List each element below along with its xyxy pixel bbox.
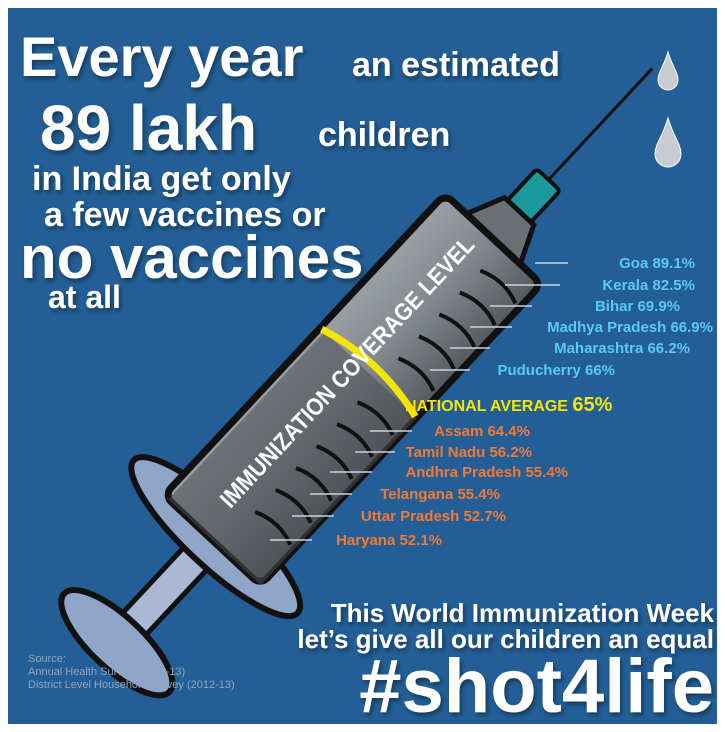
state-label: Assam 64.4% — [434, 423, 530, 440]
headline: at all — [48, 279, 121, 315]
headline: Every year — [20, 25, 303, 88]
headline: in India get only — [32, 160, 291, 198]
national-average-label: NATIONAL AVERAGE — [405, 398, 568, 415]
hashtag: #shot4life — [359, 644, 714, 729]
source: Source: — [28, 653, 66, 665]
state-label: Haryana 52.1% — [336, 532, 442, 549]
state-label: Puducherry 66% — [497, 362, 615, 379]
state-label: Tamil Nadu 56.2% — [406, 444, 532, 461]
state-label: Maharashtra 66.2% — [554, 340, 690, 357]
state-label: Andhra Pradesh 55.4% — [405, 464, 568, 481]
national-average: NATIONAL AVERAGE 65% — [405, 394, 613, 416]
state-label: Madhya Pradesh 66.9% — [547, 319, 713, 336]
state-label: Goa 89.1% — [619, 255, 695, 272]
national-average-value: 65% — [572, 394, 612, 416]
state-label: Bihar 69.9% — [595, 298, 680, 315]
state-label: Uttar Pradesh 52.7% — [361, 508, 506, 525]
state-label: Kerala 82.5% — [602, 277, 695, 294]
source: Annual Health Survey (2012-13) — [28, 666, 185, 678]
headline: 89 lakh — [40, 92, 257, 164]
source: District Level Household Survey (2012-13… — [28, 679, 235, 691]
headline: an estimated — [352, 46, 560, 84]
infographic: IMMUNIZATION COVERAGE LEVEL Every year a… — [0, 0, 725, 732]
headline: children — [318, 116, 450, 154]
state-label: Telangana 55.4% — [380, 486, 500, 503]
